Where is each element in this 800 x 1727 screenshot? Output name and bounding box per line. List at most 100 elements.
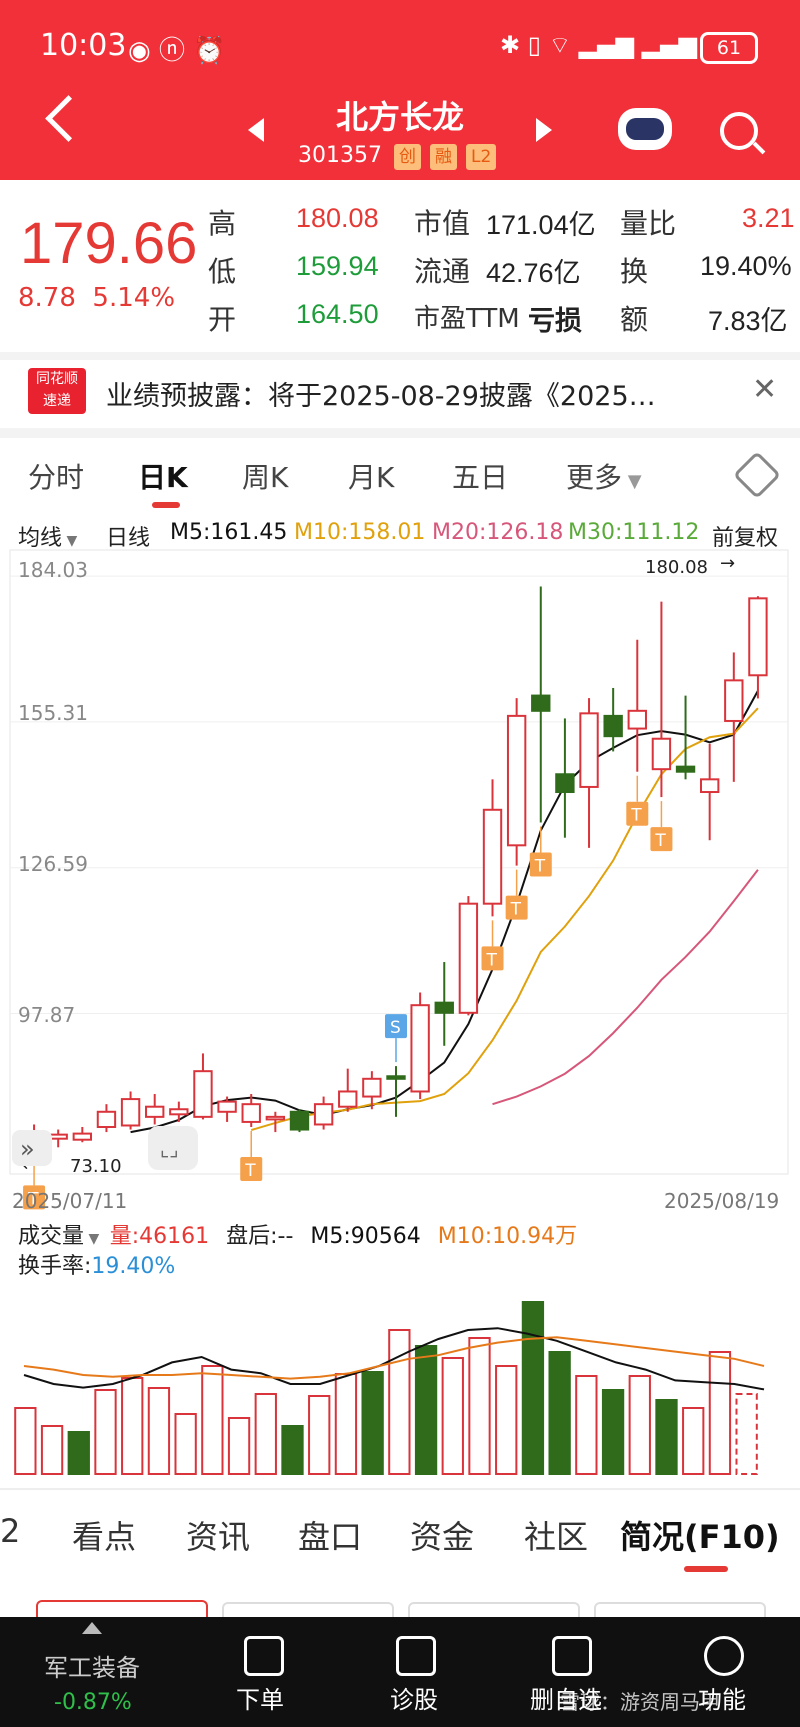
high-value: 180.08 — [296, 203, 379, 233]
app-header: 10:03 ◉ ⓝ ⏰ ✱ ▯ ⌔ ▂▄▆ ▂▄▆ 61 北方长龙 301357… — [0, 0, 800, 180]
trade-marker: T — [481, 920, 504, 971]
assistant-robot-icon[interactable] — [618, 108, 672, 150]
tab-highlights[interactable]: 看点 — [72, 1518, 137, 1556]
nav-functions[interactable]: 功能 — [698, 1686, 746, 1714]
tag-rong: 融 — [430, 144, 457, 170]
remove-watchlist-icon[interactable] — [552, 1636, 592, 1676]
tab-monthly-k[interactable]: 月K — [348, 461, 395, 494]
marker-box — [385, 1014, 407, 1039]
nav-diagnose[interactable]: 诊股 — [390, 1686, 438, 1714]
low-marker-label: 73.10 — [70, 1156, 122, 1177]
candle-body — [169, 1108, 189, 1116]
candle — [579, 698, 599, 848]
ma-m10: M10:158.01 — [294, 520, 426, 545]
candle-body — [145, 1105, 165, 1118]
turnover-value: 19.40% — [700, 251, 792, 281]
marker-label: T — [510, 900, 522, 920]
notice-logo: 同花顺 速递 — [28, 368, 86, 414]
candle — [627, 639, 647, 772]
candle — [748, 596, 768, 699]
nav-remove-watchlist[interactable]: 删自选 — [530, 1686, 602, 1714]
open-value: 164.50 — [296, 299, 379, 329]
volume-bar — [227, 1417, 251, 1475]
adjust-mode[interactable]: 前复权 — [712, 526, 779, 551]
functions-icon[interactable] — [704, 1636, 744, 1676]
nav-order[interactable]: 下单 — [236, 1686, 284, 1714]
sector-name[interactable]: 军工装备 — [44, 1654, 140, 1682]
marker-label: T — [534, 856, 546, 876]
candle-body — [458, 902, 479, 1014]
tab-capital[interactable]: 资金 — [410, 1518, 475, 1556]
tab-intraday[interactable]: 分时 — [28, 461, 85, 494]
tab-more[interactable]: 更多 ▼ — [566, 461, 642, 494]
volume-select[interactable]: 成交量 — [18, 1224, 85, 1249]
open-label: 开 — [208, 303, 237, 336]
status-icons: ◉ ⓝ ⏰ — [128, 36, 226, 66]
trade-marker: T — [529, 826, 552, 877]
candle-body — [675, 765, 696, 773]
candle-body — [289, 1110, 310, 1131]
candle-body — [265, 1115, 286, 1121]
candles — [24, 586, 768, 1156]
tab-community[interactable]: 社区 — [524, 1518, 589, 1556]
candle-body — [506, 714, 527, 847]
volume-bar — [655, 1399, 678, 1475]
volume-chart — [14, 1301, 765, 1475]
marker-box — [240, 1157, 263, 1182]
candle — [482, 779, 503, 917]
ma-m30: M30:111.12 — [568, 520, 700, 545]
dropdown-icon: ▼ — [622, 471, 642, 492]
candle — [265, 1111, 286, 1133]
candle-body — [603, 714, 623, 738]
diagnose-icon[interactable] — [396, 1636, 436, 1676]
ma-line-m20 — [492, 869, 759, 1106]
volume-bar-current — [735, 1393, 758, 1475]
y-tick: 155.31 — [18, 701, 88, 725]
tab-weekly-k[interactable]: 周K — [242, 461, 289, 494]
candle — [434, 962, 454, 1046]
notice-text[interactable]: 业绩预披露：将于2025-08-29披露《2025… — [106, 381, 656, 412]
settings-icon[interactable] — [732, 450, 782, 500]
volume-header: 成交量 ▼ 量:46161 盘后:-- M5:90564 M10:10.94万 — [18, 1224, 578, 1249]
start-date: 2025/07/11 — [12, 1189, 127, 1213]
collapse-icon[interactable]: » — [12, 1130, 52, 1166]
expand-up-icon[interactable] — [82, 1622, 102, 1634]
candle-body — [748, 597, 768, 677]
tab-news[interactable]: 资讯 — [186, 1518, 251, 1556]
ma-mode-select[interactable]: 均线 ▼ — [18, 526, 78, 551]
prev-stock-icon[interactable] — [248, 118, 264, 142]
order-icon[interactable] — [244, 1636, 284, 1676]
candle-body — [579, 712, 599, 788]
candle-body — [120, 1098, 141, 1127]
candle — [506, 698, 527, 866]
trade-marker: T — [240, 1131, 263, 1182]
candle — [724, 652, 744, 782]
close-icon[interactable]: ✕ — [752, 372, 778, 407]
tab-daily-k[interactable]: 日K — [138, 461, 188, 494]
turnover-label: 换 — [620, 255, 649, 288]
marker-box — [23, 1185, 46, 1210]
moving-average-lines — [130, 690, 759, 1134]
volume-bar — [121, 1377, 144, 1475]
next-stock-icon[interactable] — [536, 118, 552, 142]
volume-bar — [147, 1387, 171, 1475]
card-edge — [222, 1602, 394, 1622]
candle — [48, 1129, 68, 1148]
candle-body — [434, 1001, 454, 1014]
tag-chuang: 创 — [394, 144, 421, 170]
tab-orderbook[interactable]: 盘口 — [298, 1518, 363, 1556]
candle — [555, 718, 575, 838]
low-value: 159.94 — [296, 251, 379, 281]
volume-bar — [174, 1413, 197, 1475]
candle — [72, 1127, 93, 1143]
search-icon[interactable] — [720, 112, 758, 150]
tab-five-day[interactable]: 五日 — [452, 461, 509, 494]
fullscreen-icon[interactable]: ⌞⌟ — [148, 1126, 198, 1170]
marker-label: T — [27, 1189, 39, 1209]
candle-body — [410, 1004, 430, 1093]
tab-partial[interactable]: 2 — [0, 1512, 21, 1550]
candle — [338, 1068, 358, 1112]
candle — [531, 586, 551, 823]
tab-f10[interactable]: 简况(F10) — [620, 1518, 780, 1556]
